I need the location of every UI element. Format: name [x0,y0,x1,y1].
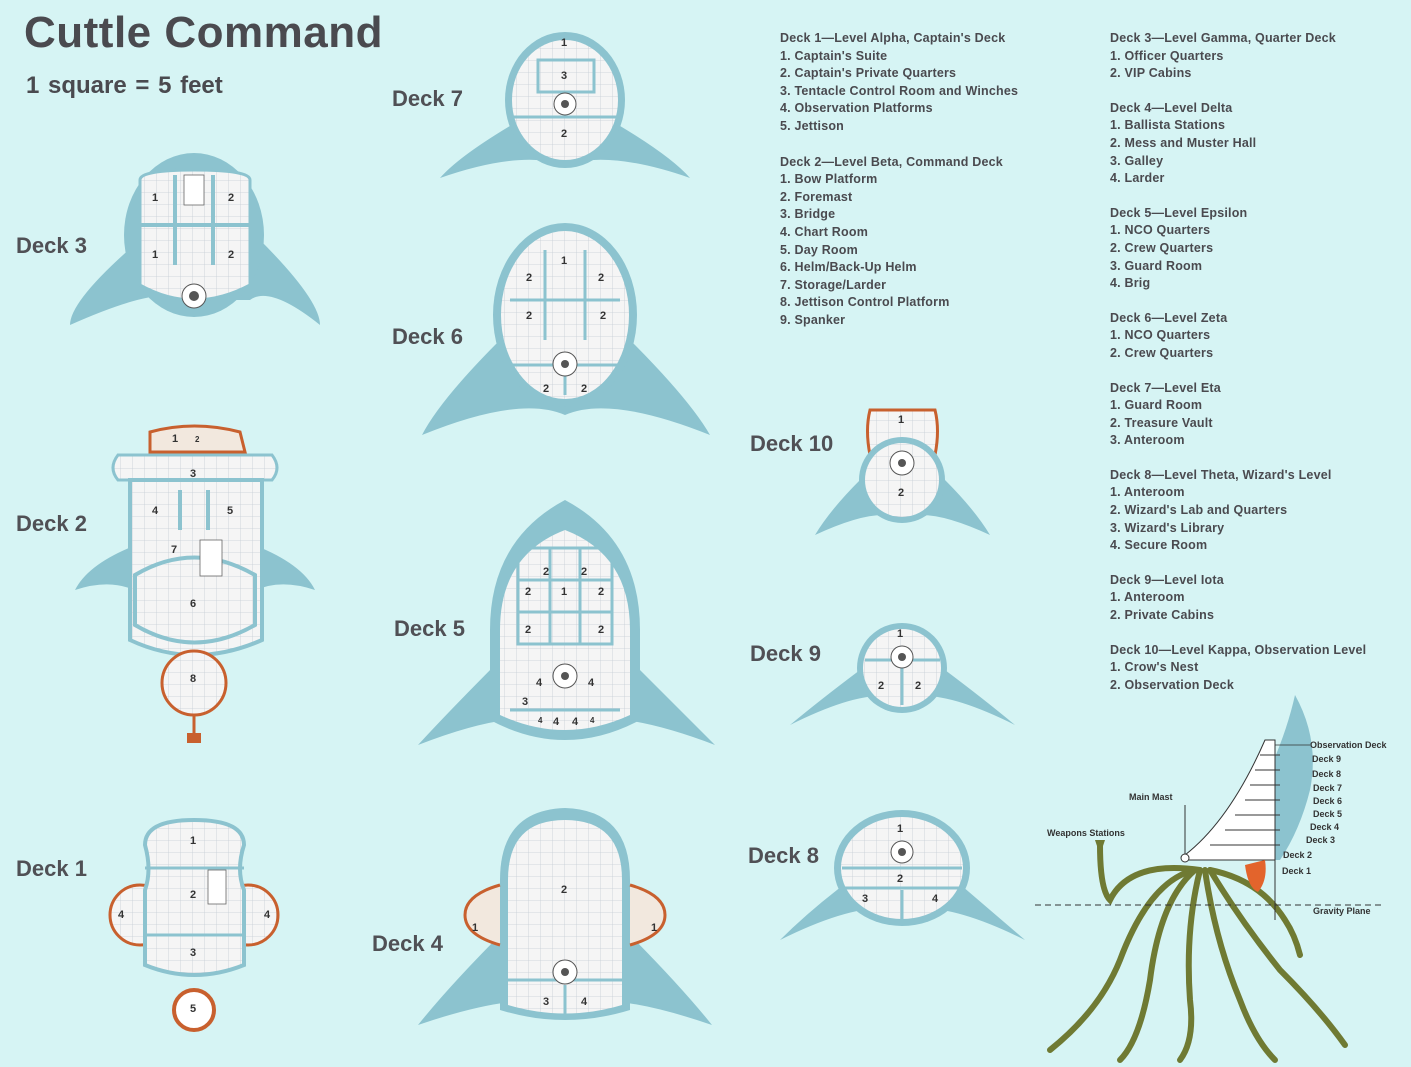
deck2-plan [75,424,315,743]
side-label-deck: Deck 7 [1313,783,1343,793]
side-view-diagram [1035,695,1385,1063]
legend-item: 4. Larder [1110,171,1165,186]
deck3-plan [70,153,320,325]
side-label-weapons: Weapons Stations [1047,828,1125,838]
legend-deck5: Deck 5—Level Epsilon 1. NCO Quarters 2. … [1110,205,1405,293]
legend-item: 2. Crew Quarters [1110,240,1214,255]
deck4-label: Deck 4 [372,931,443,956]
side-label-deck: Deck 2 [1283,850,1313,860]
legend-item: 2. Crew Quarters [1110,345,1214,360]
legend-item: 2. Captain's Private Quarters [780,66,957,81]
side-label-main-mast: Main Mast [1129,792,1173,802]
legend-heading: Deck 4—Level Delta [1110,100,1233,115]
legend-item: 1. Ballista Stations [1110,118,1226,133]
deck5-plan [418,500,715,745]
legend-heading: Deck 7—Level Eta [1110,380,1221,395]
legend-item: 1. Guard Room [1110,398,1203,413]
legend-heading: Deck 9—Level Iota [1110,572,1224,587]
legend-heading: Deck 5—Level Epsilon [1110,205,1248,220]
legend-deck8: Deck 8—Level Theta, Wizard's Level 1. An… [1110,467,1405,555]
legend-item: 2. Wizard's Lab and Quarters [1110,503,1288,518]
legend-item: 7. Storage/Larder [780,277,887,292]
side-label-gravity: Gravity Plane [1313,906,1371,916]
legend-item: 4. Brig [1110,276,1151,291]
deck2-label: Deck 2 [16,511,87,536]
legend-heading: Deck 8—Level Theta, Wizard's Level [1110,467,1332,482]
deck1-label: Deck 1 [16,856,87,881]
side-label-deck: Deck 6 [1313,796,1343,806]
legend-item: 1. Crow's Nest [1110,660,1199,675]
page-title: Cuttle Command [24,8,383,57]
deck5-label: Deck 5 [394,616,465,641]
deck10-label: Deck 10 [750,431,834,456]
legend-item: 3. Guard Room [1110,258,1203,273]
legend-item: 9. Spanker [780,312,846,327]
legend-item: 1. NCO Quarters [1110,328,1211,343]
legend-item: 1. Officer Quarters [1110,48,1224,63]
side-label-deck: Deck 5 [1313,809,1343,819]
deck4-plan [418,808,712,1025]
legend-deck10: Deck 10—Level Kappa, Observation Level 1… [1110,642,1405,695]
legend-item: 2. Private Cabins [1110,608,1215,623]
side-label-observation: Observation Deck [1310,740,1387,750]
legend-item: 6. Helm/Back-Up Helm [780,260,917,275]
legend-item: 3. Bridge [780,207,836,222]
side-label-deck: Deck 3 [1306,835,1336,845]
legend-item: 2. Treasure Vault [1110,415,1213,430]
deck6-plan [422,223,710,435]
legend-deck7: Deck 7—Level Eta 1. Guard Room 2. Treasu… [1110,380,1405,450]
legend-item: 4. Chart Room [780,224,869,239]
deck6-label: Deck 6 [392,324,463,349]
side-label-deck: Deck 1 [1282,866,1312,876]
deck8-label: Deck 8 [748,843,819,868]
side-label-deck: Deck 4 [1310,822,1340,832]
deck7-plan [440,32,690,178]
legend-item: 2. Mess and Muster Hall [1110,135,1257,150]
deck3-label: Deck 3 [16,233,87,258]
legend-deck1: Deck 1—Level Alpha, Captain's Deck 1. Ca… [780,30,1100,136]
legend-heading: Deck 6—Level Zeta [1110,310,1228,325]
deck9-plan [790,623,1015,725]
side-label-deck: Deck 9 [1312,754,1342,764]
deck7-label: Deck 7 [392,86,463,111]
legend-item: 2. Observation Deck [1110,677,1234,692]
legend-left: Deck 1—Level Alpha, Captain's Deck 1. Ca… [780,30,1100,330]
legend-item: 1. Captain's Suite [780,48,888,63]
legend-deck3: Deck 3—Level Gamma, Quarter Deck 1. Offi… [1110,30,1405,83]
legend-heading: Deck 10—Level Kappa, Observation Level [1110,642,1367,657]
legend-item: 3. Tentacle Control Room and Winches [780,83,1019,98]
deck9-label: Deck 9 [750,641,821,666]
deck10-plan [815,408,990,535]
legend-heading: Deck 3—Level Gamma, Quarter Deck [1110,31,1336,45]
legend-deck9: Deck 9—Level Iota 1. Anteroom 2. Private… [1110,572,1405,625]
legend-right: Deck 3—Level Gamma, Quarter Deck 1. Offi… [1110,30,1405,694]
legend-item: 3. Wizard's Library [1110,520,1225,535]
deck1-plan [108,817,280,1032]
legend-item: 8. Jettison Control Platform [780,295,950,310]
legend-item: 3. Anteroom [1110,433,1185,448]
legend-item: 2. VIP Cabins [1110,66,1192,81]
legend-item: 1. Anteroom [1110,590,1185,605]
deck8-plan [780,810,1025,940]
legend-item: 2. Foremast [780,189,853,204]
legend-heading: Deck 1—Level Alpha, Captain's Deck [780,31,1006,45]
legend-deck2: Deck 2—Level Beta, Command Deck 1. Bow P… [780,154,1100,330]
side-label-deck: Deck 8 [1312,769,1342,779]
legend-deck6: Deck 6—Level Zeta 1. NCO Quarters 2. Cre… [1110,310,1405,363]
legend-item: 3. Galley [1110,153,1164,168]
scale-note: 1 square = 5 feet [26,72,223,99]
legend-item: 1. NCO Quarters [1110,223,1211,238]
legend-item: 4. Observation Platforms [780,101,933,116]
legend-item: 5. Jettison [780,118,845,133]
legend-item: 5. Day Room [780,242,858,257]
legend-item: 1. Bow Platform [780,172,878,187]
legend-heading: Deck 2—Level Beta, Command Deck [780,154,1003,169]
legend-item: 4. Secure Room [1110,538,1208,553]
legend-item: 1. Anteroom [1110,485,1185,500]
legend-deck4: Deck 4—Level Delta 1. Ballista Stations … [1110,100,1405,188]
